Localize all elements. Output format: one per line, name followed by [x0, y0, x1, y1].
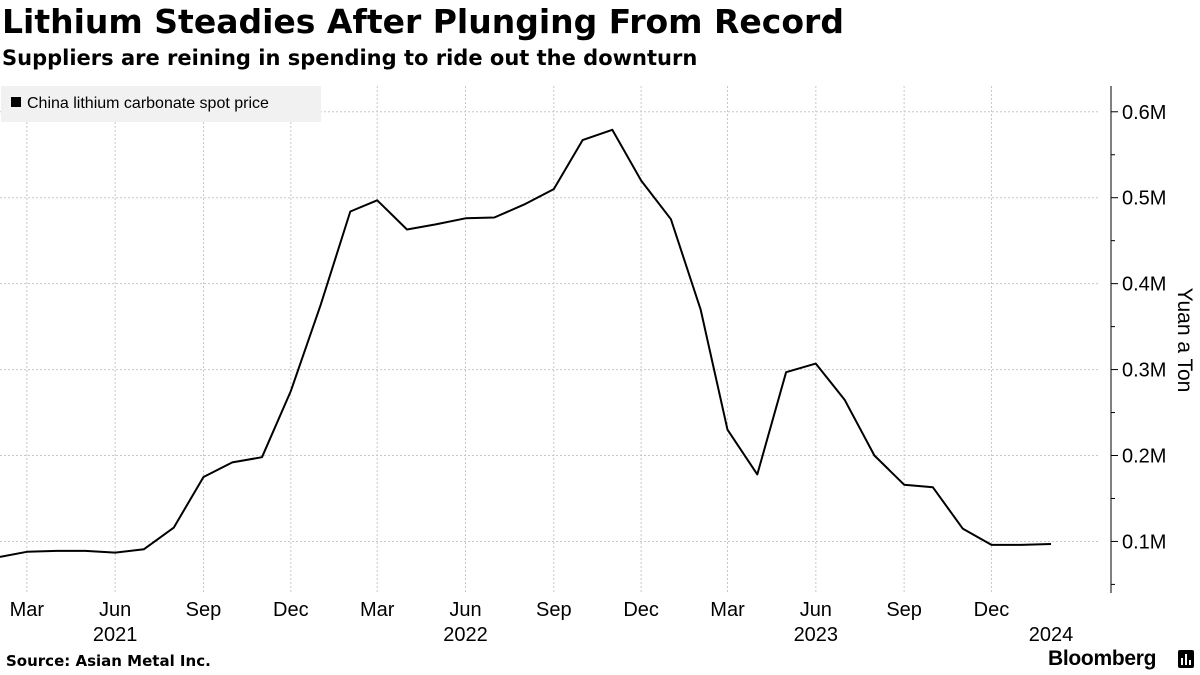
x-tick-label: Dec	[974, 599, 1010, 621]
x-axis-years: 2021 2022 2023 2024	[93, 624, 1073, 646]
legend-swatch-icon	[11, 97, 21, 107]
x-year-label: 2023	[794, 624, 839, 646]
y-tick-label: 0.4M	[1122, 274, 1166, 296]
x-tick-label: Sep	[186, 599, 222, 621]
x-tick-label: Mar	[10, 599, 45, 621]
series-line	[0, 128, 1052, 558]
source-note: Source: Asian Metal Inc.	[6, 652, 211, 670]
x-tick-label: Jun	[99, 599, 131, 621]
y-tick-label: 0.3M	[1122, 360, 1166, 382]
y-axis-ticks: 0.1M 0.2M 0.3M 0.4M 0.5M 0.6M	[1111, 102, 1166, 585]
x-tick-label: Sep	[886, 599, 922, 621]
x-year-label: 2022	[443, 624, 488, 646]
x-tick-label: Dec	[273, 599, 309, 621]
legend-label: China lithium carbonate spot price	[27, 95, 269, 112]
x-year-label: 2021	[93, 624, 138, 646]
x-axis-ticks: Mar Jun Sep Dec Mar Jun Sep Dec Mar Jun Sep Dec	[10, 599, 1010, 621]
y-axis-label: Yuan a Ton	[1173, 288, 1196, 393]
x-tick-label: Jun	[449, 599, 481, 621]
chart-title: Lithium Steadies After Plunging From Rec…	[2, 2, 844, 41]
x-tick-label: Dec	[623, 599, 659, 621]
bar-chart-icon	[1178, 650, 1194, 668]
x-tick-label: Jun	[800, 599, 832, 621]
x-tick-label: Mar	[360, 599, 395, 621]
x-year-label: 2024	[1029, 624, 1074, 646]
y-tick-label: 0.6M	[1122, 102, 1166, 124]
x-gridlines	[26, 86, 992, 593]
x-tick-label: Sep	[536, 599, 572, 621]
y-gridlines	[0, 111, 1098, 542]
x-tick-label: Mar	[710, 599, 745, 621]
bloomberg-logo: Bloomberg	[1048, 647, 1157, 670]
legend-box	[1, 86, 321, 122]
chart-subtitle: Suppliers are reining in spending to rid…	[2, 46, 698, 70]
y-tick-label: 0.2M	[1122, 446, 1166, 468]
y-tick-label: 0.5M	[1122, 188, 1166, 210]
y-tick-label: 0.1M	[1122, 531, 1166, 553]
